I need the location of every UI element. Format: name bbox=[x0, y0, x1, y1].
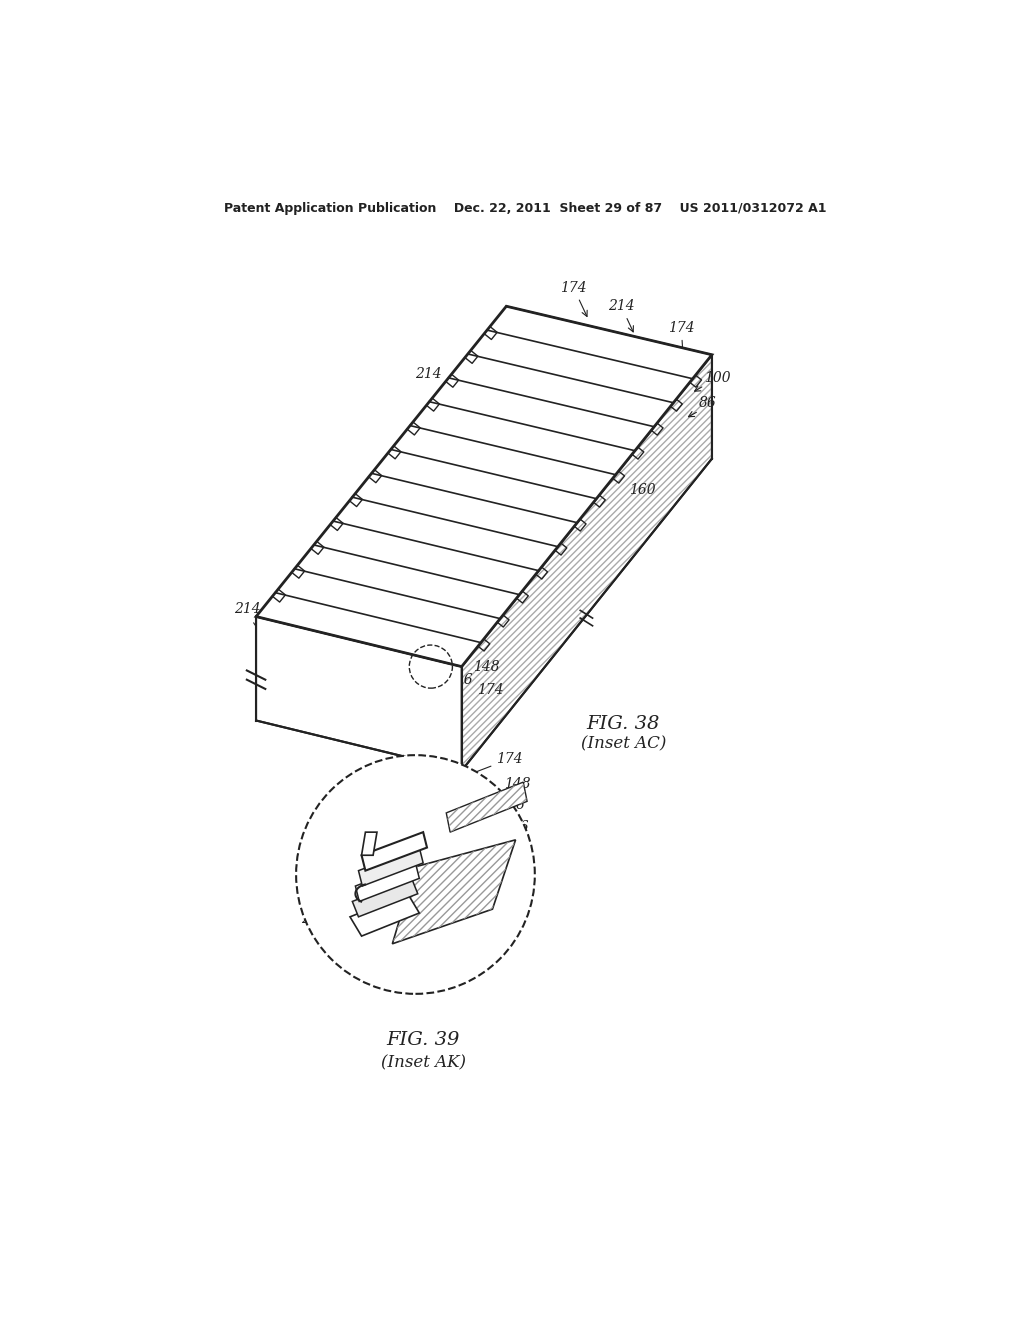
Text: 86: 86 bbox=[433, 799, 525, 840]
Text: 148: 148 bbox=[473, 660, 500, 673]
Text: 148: 148 bbox=[434, 776, 530, 820]
Text: 214: 214 bbox=[234, 602, 261, 616]
Polygon shape bbox=[355, 863, 419, 902]
Text: (Inset AC): (Inset AC) bbox=[581, 735, 666, 752]
Text: 100: 100 bbox=[705, 371, 731, 385]
Text: 214: 214 bbox=[416, 367, 462, 399]
Polygon shape bbox=[446, 781, 527, 832]
Text: FIG. 39: FIG. 39 bbox=[386, 1031, 460, 1049]
Polygon shape bbox=[352, 878, 418, 917]
Text: 174: 174 bbox=[668, 321, 694, 359]
Polygon shape bbox=[392, 840, 515, 944]
Polygon shape bbox=[361, 832, 377, 855]
Text: (Inset AK): (Inset AK) bbox=[381, 1055, 466, 1072]
Text: Patent Application Publication    Dec. 22, 2011  Sheet 29 of 87    US 2011/03120: Patent Application Publication Dec. 22, … bbox=[223, 202, 826, 215]
Polygon shape bbox=[256, 616, 462, 771]
Polygon shape bbox=[358, 847, 423, 886]
Text: 174: 174 bbox=[560, 281, 587, 317]
Text: Inset AK: Inset AK bbox=[275, 627, 423, 663]
Text: 146: 146 bbox=[446, 673, 473, 688]
Polygon shape bbox=[462, 355, 712, 771]
Text: 214: 214 bbox=[301, 912, 328, 927]
Text: 86: 86 bbox=[698, 396, 717, 411]
Text: 214: 214 bbox=[608, 300, 635, 331]
Polygon shape bbox=[361, 832, 427, 871]
Text: ~84~: ~84~ bbox=[265, 651, 306, 664]
Polygon shape bbox=[350, 894, 419, 936]
Text: 174: 174 bbox=[477, 682, 504, 697]
Text: 160: 160 bbox=[630, 483, 656, 496]
Text: 146: 146 bbox=[431, 820, 528, 859]
Circle shape bbox=[296, 755, 535, 994]
Polygon shape bbox=[256, 306, 712, 667]
Text: 100: 100 bbox=[430, 845, 500, 884]
Text: FIG. 38: FIG. 38 bbox=[587, 715, 660, 734]
Text: 174: 174 bbox=[433, 752, 523, 789]
